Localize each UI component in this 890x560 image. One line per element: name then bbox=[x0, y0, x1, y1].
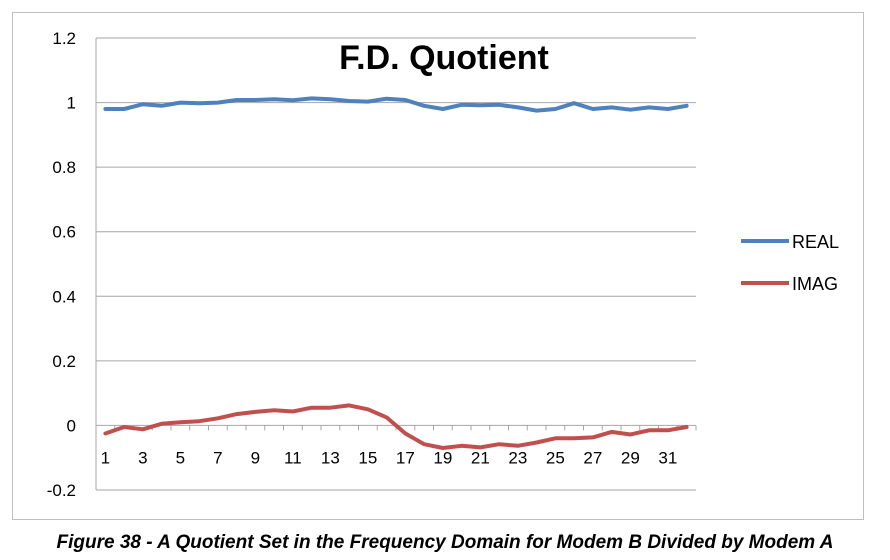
y-tick-label: 1 bbox=[67, 94, 76, 113]
chart-title: F.D. Quotient bbox=[339, 39, 549, 77]
x-tick-label: 11 bbox=[284, 448, 302, 467]
x-tick-label: 23 bbox=[508, 448, 527, 467]
x-tick-label: 7 bbox=[213, 448, 222, 467]
x-tick-label: 29 bbox=[621, 448, 640, 467]
x-tick-label: 27 bbox=[583, 448, 602, 467]
y-axis: -0.2 0 0.2 0.4 0.6 0.8 1 1.2 bbox=[47, 29, 97, 500]
y-tick-label: 1.2 bbox=[52, 29, 76, 48]
x-tick-label: 31 bbox=[658, 448, 677, 467]
x-tick-label: 17 bbox=[396, 448, 415, 467]
series-line-real bbox=[103, 96, 689, 113]
y-tick-label: 0.4 bbox=[52, 287, 76, 306]
x-tick-label: 25 bbox=[546, 448, 565, 467]
figure-caption: Figure 38 - A Quotient Set in the Freque… bbox=[56, 532, 834, 553]
legend-label-imag: IMAG bbox=[792, 274, 838, 294]
x-tick-label: 13 bbox=[321, 448, 340, 467]
x-tick-label: 3 bbox=[138, 448, 147, 467]
y-tick-label: 0.8 bbox=[52, 158, 76, 177]
x-tick-label: 1 bbox=[101, 448, 110, 467]
x-tick-label: 15 bbox=[358, 448, 377, 467]
series-lines bbox=[103, 96, 689, 450]
y-tick-label: -0.2 bbox=[47, 481, 76, 500]
x-tick-label: 9 bbox=[251, 448, 260, 467]
legend-label-real: REAL bbox=[792, 232, 839, 252]
legend: REAL IMAG bbox=[741, 232, 839, 294]
series-line-imag bbox=[103, 403, 689, 450]
x-tick-label: 5 bbox=[176, 448, 185, 467]
y-tick-label: 0.2 bbox=[52, 352, 76, 371]
x-tick-label: 21 bbox=[471, 448, 490, 467]
x-tick-label: 19 bbox=[433, 448, 452, 467]
y-tick-label: 0.6 bbox=[52, 223, 76, 242]
y-tick-label: 0 bbox=[67, 416, 76, 435]
